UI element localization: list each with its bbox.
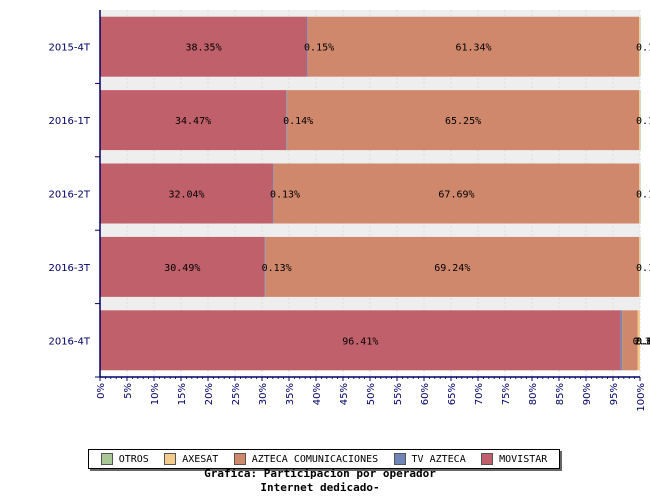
bar-segment xyxy=(307,16,640,77)
x-tick-label: 10% xyxy=(150,383,161,405)
bar-segment xyxy=(639,236,641,297)
bar-segment xyxy=(286,90,287,151)
bar-segment xyxy=(273,163,274,224)
x-tick-label: 85% xyxy=(555,383,566,405)
data-label: 96.41% xyxy=(342,336,378,347)
x-tick-label: 100% xyxy=(636,383,647,412)
chart-caption-subtitle: Internet dedicado- xyxy=(260,481,380,494)
x-tick-label: 55% xyxy=(393,383,404,405)
legend-label: MOVISTAR xyxy=(499,453,548,465)
x-tick-label: 0% xyxy=(96,383,107,399)
legend-item: TV AZTECA xyxy=(393,453,466,465)
bar-segment xyxy=(100,310,621,371)
bar-segment xyxy=(639,163,641,224)
bar-segment xyxy=(640,90,641,151)
x-tick-label: 20% xyxy=(204,383,215,405)
x-tick-label: 50% xyxy=(366,383,377,405)
x-tick-label: 15% xyxy=(177,383,188,405)
legend-item: OTROS xyxy=(100,453,149,465)
bar-segment xyxy=(307,16,308,77)
bar-segment xyxy=(100,90,287,151)
plot-band xyxy=(100,150,640,164)
legend-label: OTROS xyxy=(118,453,149,465)
x-tick-label: 45% xyxy=(339,383,350,405)
chart-caption-title: Grafica: Participacion por operador xyxy=(204,467,436,480)
legend-label: AXESAT xyxy=(182,453,219,465)
data-label: 38.35% xyxy=(185,43,221,54)
legend-swatch xyxy=(393,453,406,465)
legend-swatch xyxy=(233,453,246,465)
bar-segment xyxy=(620,310,623,371)
category-label: 2015-4T xyxy=(48,43,90,54)
bar-segment xyxy=(100,236,265,297)
bar-segment xyxy=(286,90,640,151)
data-label: 0.31% xyxy=(633,336,650,347)
category-label: 2016-3T xyxy=(48,263,90,274)
x-tick-label: 60% xyxy=(420,383,431,405)
bar-segment xyxy=(273,163,640,224)
bar-segment xyxy=(639,16,641,77)
chart-plot: 38.35% 0.15% 61.34% 0.15 2015-4T 34.47% 0.14% 6… xyxy=(48,10,650,412)
data-label: 0.13% xyxy=(270,190,300,201)
category-label: 2016-4T xyxy=(48,336,90,347)
legend-item: MOVISTAR xyxy=(481,453,547,465)
data-label: 67.69% xyxy=(438,190,474,201)
bar-segment xyxy=(265,236,640,297)
x-tick-label: 70% xyxy=(474,383,485,405)
data-label: 0.15 xyxy=(636,43,650,54)
bar-segment xyxy=(637,310,640,371)
data-label: 32.04% xyxy=(168,190,204,201)
legend-item: AXESAT xyxy=(164,453,218,465)
bar-segment xyxy=(639,16,640,77)
bar-segment xyxy=(100,16,308,77)
legend-label: TV AZTECA xyxy=(411,453,466,465)
x-tick-label: 5% xyxy=(123,383,134,399)
x-tick-label: 95% xyxy=(609,383,620,405)
bar-segment xyxy=(100,163,274,224)
legend-item: AZTECA COMUNICACIONES xyxy=(233,453,379,465)
legend-label: AZTECA COMUNICACIONES xyxy=(251,453,379,465)
x-tick-label: 75% xyxy=(501,383,512,405)
x-tick-label: 65% xyxy=(447,383,458,405)
x-tick-label: 30% xyxy=(258,383,269,405)
data-label: 0.13 xyxy=(636,263,650,274)
chart-legend: OTROS AXESAT AZTECA COMUNICACIONES TV AZTEC… xyxy=(88,449,560,469)
legend-swatch xyxy=(100,453,113,465)
data-label: 2.87% xyxy=(634,336,650,347)
data-label: 0.13 xyxy=(636,190,650,201)
data-label: 61.34% xyxy=(455,43,491,54)
data-label: 0.14 xyxy=(636,116,650,127)
bar-segment xyxy=(622,310,638,371)
data-label: 0.15% xyxy=(304,43,334,54)
data-label: 0.13% xyxy=(262,263,292,274)
x-tick-label: 90% xyxy=(582,383,593,405)
bar-segment xyxy=(639,163,640,224)
x-tick-label: 35% xyxy=(285,383,296,405)
x-tick-label: 25% xyxy=(231,383,242,405)
bar-segment xyxy=(264,236,266,297)
data-label: 0.14% xyxy=(283,116,313,127)
category-label: 2016-1T xyxy=(48,116,90,127)
plot-band xyxy=(100,10,640,17)
data-label: 34.47% xyxy=(175,116,211,127)
data-label: 65.25% xyxy=(445,116,481,127)
data-label: 69.24% xyxy=(434,263,470,274)
category-label: 2016-2T xyxy=(48,190,90,201)
data-label: 0.00% xyxy=(636,336,650,347)
bar-segment xyxy=(639,90,640,151)
x-tick-label: 40% xyxy=(312,383,323,405)
legend-swatch xyxy=(164,453,177,465)
x-tick-label: 80% xyxy=(528,383,539,405)
data-label: 30.49% xyxy=(164,263,200,274)
bar-segment xyxy=(639,236,640,297)
data-label: 0.41% xyxy=(636,336,650,347)
legend-swatch xyxy=(481,453,494,465)
